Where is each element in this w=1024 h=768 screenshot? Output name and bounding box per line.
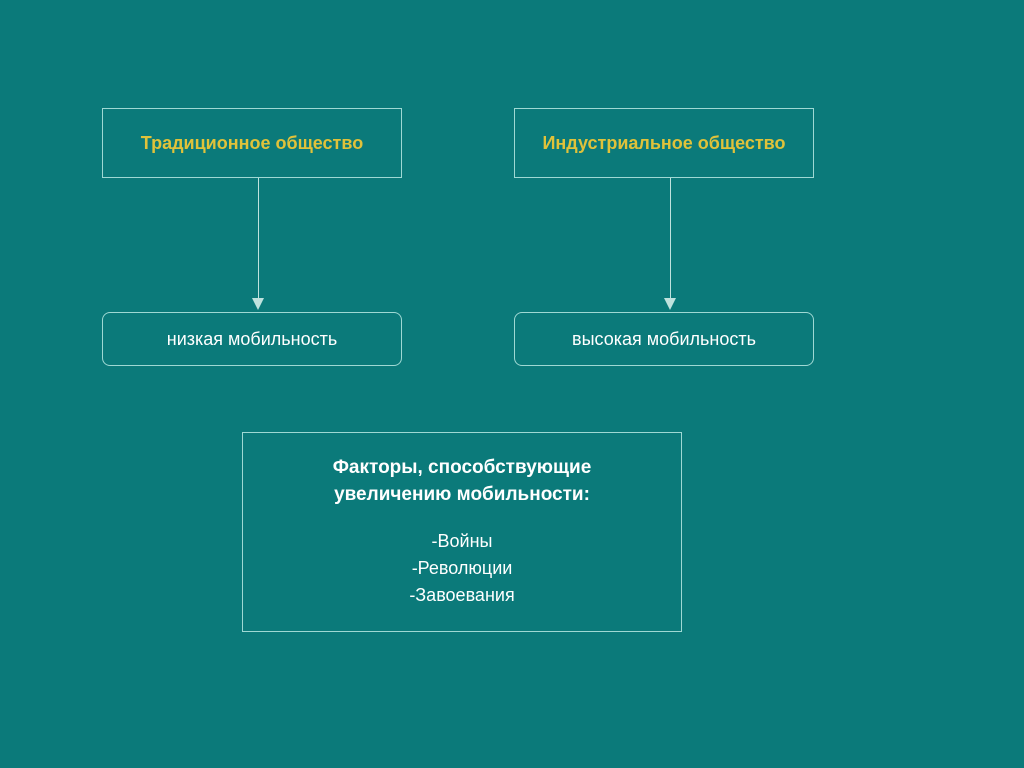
box-factors: Факторы, способствующие увеличению мобил… (242, 432, 682, 632)
factors-list: -Войны -Революции -Завоевания (409, 528, 514, 609)
arrow-line (258, 178, 259, 298)
box-label: Традиционное общество (141, 133, 363, 154)
box-label: высокая мобильность (572, 329, 756, 350)
arrow-right (664, 178, 676, 310)
factors-item: -Войны (409, 528, 514, 555)
box-low-mobility: низкая мобильность (102, 312, 402, 366)
box-high-mobility: высокая мобильность (514, 312, 814, 366)
diagram-canvas: Традиционное общество Индустриальное общ… (0, 0, 1024, 768)
factors-item: -Революции (409, 555, 514, 582)
factors-title-line1: Факторы, способствующие (333, 457, 592, 478)
arrow-head-icon (664, 298, 676, 310)
box-industrial-society: Индустриальное общество (514, 108, 814, 178)
factors-item: -Завоевания (409, 582, 514, 609)
box-traditional-society: Традиционное общество (102, 108, 402, 178)
box-label: Индустриальное общество (542, 133, 785, 154)
arrow-left (252, 178, 264, 310)
arrow-line (670, 178, 671, 298)
box-label: низкая мобильность (167, 329, 337, 350)
factors-title-line2: увеличению мобильности: (334, 484, 590, 505)
arrow-head-icon (252, 298, 264, 310)
factors-title: Факторы, способствующие увеличению мобил… (333, 455, 592, 508)
